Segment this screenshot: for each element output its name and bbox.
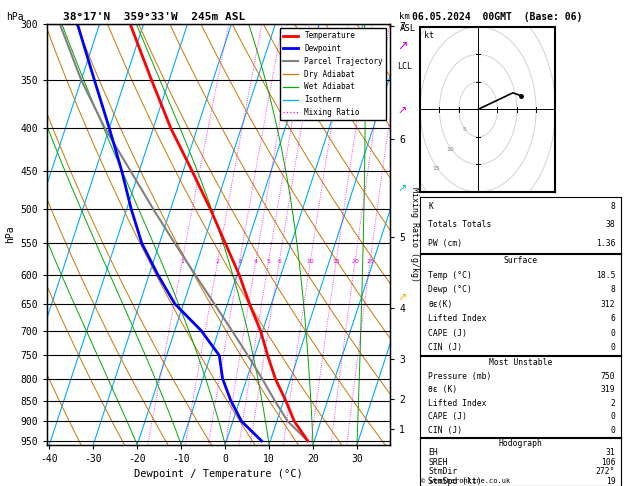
Text: 06.05.2024  00GMT  (Base: 06): 06.05.2024 00GMT (Base: 06): [412, 12, 582, 22]
Text: 20: 20: [351, 260, 359, 264]
Text: Hodograph: Hodograph: [499, 439, 543, 448]
Text: Totals Totals: Totals Totals: [428, 220, 492, 229]
Text: 312: 312: [601, 300, 615, 309]
Text: Dewp (°C): Dewp (°C): [428, 285, 472, 295]
Text: 38: 38: [606, 220, 615, 229]
Text: PW (cm): PW (cm): [428, 239, 462, 248]
Text: ↗: ↗: [398, 40, 408, 52]
Text: ↗: ↗: [398, 294, 407, 304]
Text: 0: 0: [611, 329, 615, 338]
Text: 25: 25: [366, 260, 374, 264]
Text: 0: 0: [611, 343, 615, 352]
Text: StmDir: StmDir: [428, 467, 457, 476]
Text: θε (K): θε (K): [428, 385, 457, 394]
Text: 8: 8: [611, 202, 615, 210]
Text: 272°: 272°: [596, 467, 615, 476]
Text: CIN (J): CIN (J): [428, 426, 462, 435]
Y-axis label: hPa: hPa: [5, 226, 15, 243]
Text: 19: 19: [606, 477, 615, 486]
Text: Lifted Index: Lifted Index: [428, 314, 487, 323]
Text: 15: 15: [332, 260, 340, 264]
Legend: Temperature, Dewpoint, Parcel Trajectory, Dry Adiabat, Wet Adiabat, Isotherm, Mi: Temperature, Dewpoint, Parcel Trajectory…: [280, 28, 386, 120]
Text: 0: 0: [611, 426, 615, 435]
Text: Most Unstable: Most Unstable: [489, 358, 552, 367]
Text: Surface: Surface: [504, 257, 538, 265]
Text: km: km: [399, 12, 410, 21]
Text: 10: 10: [447, 146, 454, 152]
Text: hPa: hPa: [6, 12, 24, 22]
Text: 38°17'N  359°33'W  245m ASL: 38°17'N 359°33'W 245m ASL: [63, 12, 245, 22]
Text: 10: 10: [306, 260, 314, 264]
Text: 319: 319: [601, 385, 615, 394]
Text: 5: 5: [267, 260, 270, 264]
Text: 2: 2: [611, 399, 615, 408]
Text: 6: 6: [277, 260, 281, 264]
Text: StmSpd (kt): StmSpd (kt): [428, 477, 482, 486]
Text: 4: 4: [253, 260, 258, 264]
Text: 3: 3: [238, 260, 242, 264]
Text: Lifted Index: Lifted Index: [428, 399, 487, 408]
Text: LCL: LCL: [397, 62, 412, 70]
Text: Temp (°C): Temp (°C): [428, 271, 472, 280]
Text: 18.5: 18.5: [596, 271, 615, 280]
Y-axis label: Mixing Ratio (g/kg): Mixing Ratio (g/kg): [409, 187, 419, 282]
Text: 750: 750: [601, 372, 615, 381]
Text: 31: 31: [606, 448, 615, 457]
Text: SREH: SREH: [428, 458, 448, 467]
Text: 1.36: 1.36: [596, 239, 615, 248]
Text: 106: 106: [601, 458, 615, 467]
Text: CAPE (J): CAPE (J): [428, 413, 467, 421]
Text: ↗: ↗: [398, 185, 407, 194]
Text: CAPE (J): CAPE (J): [428, 329, 467, 338]
Text: 8: 8: [611, 285, 615, 295]
Text: 15: 15: [433, 166, 440, 172]
Text: © weatheronline.co.uk: © weatheronline.co.uk: [421, 478, 511, 484]
Text: θε(K): θε(K): [428, 300, 453, 309]
Text: 6: 6: [611, 314, 615, 323]
Text: EH: EH: [428, 448, 438, 457]
Text: 0: 0: [611, 413, 615, 421]
X-axis label: Dewpoint / Temperature (°C): Dewpoint / Temperature (°C): [134, 469, 303, 479]
Text: 2: 2: [216, 260, 220, 264]
Text: K: K: [428, 202, 433, 210]
Text: 5: 5: [462, 127, 466, 132]
Text: Pressure (mb): Pressure (mb): [428, 372, 492, 381]
Text: kt: kt: [424, 31, 434, 40]
Text: 1: 1: [180, 260, 184, 264]
Text: CIN (J): CIN (J): [428, 343, 462, 352]
Text: ↗: ↗: [398, 107, 407, 117]
Text: ASL: ASL: [399, 24, 416, 34]
